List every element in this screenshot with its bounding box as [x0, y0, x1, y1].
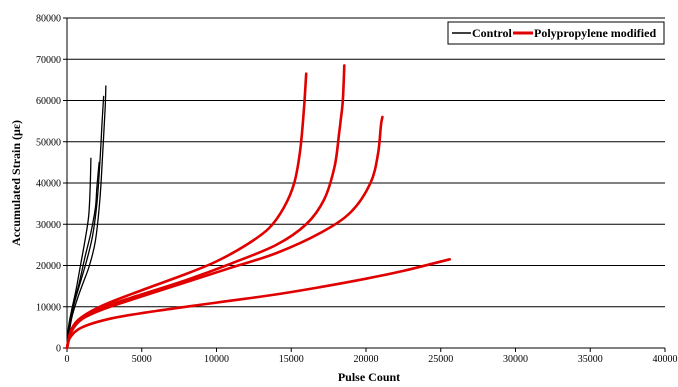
y-axis-title: Accumulated Strain (με): [9, 120, 23, 246]
series-line-control-4: [66, 85, 107, 349]
y-tick-label: 0: [56, 344, 61, 355]
y-tick-label: 50000: [36, 137, 61, 148]
legend-label-polypropylene: Polypropylene modified: [534, 26, 656, 40]
y-tick-label: 70000: [36, 55, 61, 66]
series-line-control-3: [66, 95, 105, 349]
x-axis-title: Pulse Count: [338, 370, 400, 384]
y-tick-label: 40000: [36, 179, 61, 190]
x-tick-label: 10000: [204, 354, 229, 365]
legend-label-control: Control: [472, 26, 512, 40]
x-tick-label: 25000: [428, 354, 453, 365]
legend: Control Polypropylene modified: [447, 21, 665, 45]
y-tick-label: 10000: [36, 302, 61, 313]
x-tick-label: 15000: [279, 354, 304, 365]
x-tick-label: 40000: [653, 354, 678, 365]
x-tick-label: 20000: [354, 354, 379, 365]
series-line-polypropylene-modified-8: [65, 258, 452, 350]
series-group: [65, 64, 452, 350]
y-tick-label: 30000: [36, 220, 61, 231]
y-tick-label: 60000: [36, 96, 61, 107]
y-tick-label: 80000: [36, 14, 61, 25]
series-line-polypropylene-modified-6: [65, 64, 346, 350]
gridlines: [67, 17, 665, 308]
series-line-polypropylene-modified-7: [65, 115, 384, 350]
axes: 0100002000030000400005000060000700008000…: [36, 14, 678, 366]
x-tick-label: 5000: [132, 354, 152, 365]
x-tick-label: 35000: [578, 354, 603, 365]
x-tick-label: 0: [65, 354, 70, 365]
y-tick-label: 20000: [36, 261, 61, 272]
legend-box: [447, 21, 665, 45]
x-tick-label: 30000: [503, 354, 528, 365]
